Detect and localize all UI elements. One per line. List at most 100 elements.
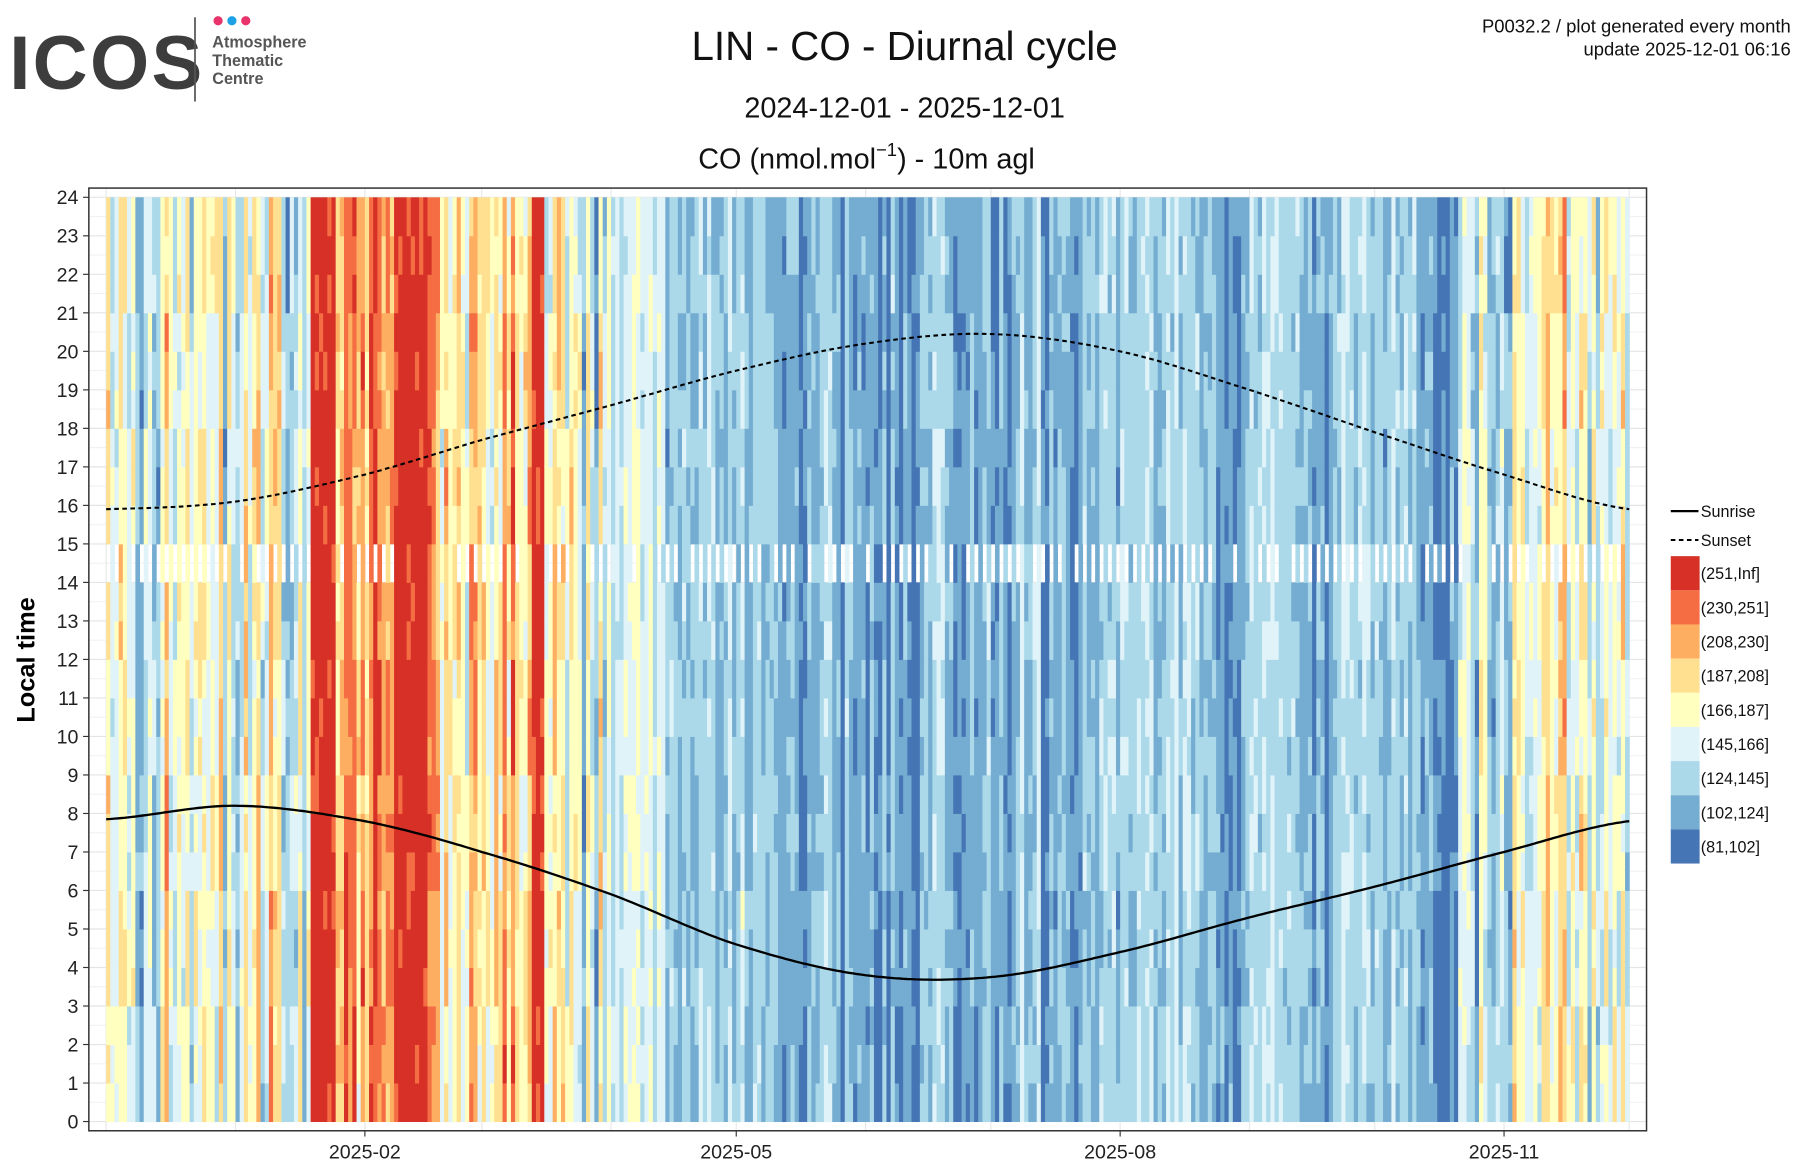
heatmap-cell [949, 466, 954, 506]
heatmap-cell [598, 312, 604, 352]
heatmap-cell [823, 1083, 829, 1122]
heatmap-cell [936, 543, 942, 583]
heatmap-cell [823, 428, 829, 468]
heatmap-cell [819, 659, 825, 699]
heatmap-cell [435, 890, 441, 930]
heatmap-cell [752, 466, 758, 506]
heatmap-cell [732, 582, 737, 622]
heatmap-cell [298, 1006, 303, 1045]
heatmap-cell [414, 312, 420, 352]
heatmap-cell [552, 774, 558, 814]
heatmap-cell [344, 967, 349, 1007]
heatmap-cell [744, 351, 750, 391]
heatmap-cell [373, 428, 378, 468]
heatmap-cell [210, 1044, 216, 1084]
heatmap-cell [414, 235, 420, 275]
heatmap-cell [360, 389, 366, 429]
heatmap-cell [665, 659, 670, 699]
heatmap-cell [431, 928, 437, 968]
heatmap-cell [940, 620, 946, 660]
heatmap-cell [377, 774, 383, 814]
heatmap-cell [127, 1006, 132, 1045]
heatmap-cell [327, 428, 332, 468]
heatmap-cell [761, 659, 766, 699]
heatmap-cell [798, 389, 804, 429]
heatmap-cell [314, 274, 320, 314]
heatmap-cell [711, 312, 716, 352]
heatmap-cell [331, 659, 337, 699]
heatmap-cell [719, 851, 725, 891]
heatmap-cell [310, 582, 316, 622]
heatmap-cell [811, 813, 816, 853]
heatmap-cell [811, 851, 816, 891]
heatmap-cell [456, 813, 462, 853]
heatmap-cell [836, 389, 842, 429]
heatmap-cell [485, 505, 491, 545]
heatmap-cell [644, 312, 650, 352]
heatmap-cell [456, 235, 462, 275]
heatmap-cell [389, 1083, 395, 1122]
heatmap-cell [131, 1083, 136, 1122]
heatmap-cell [794, 351, 800, 391]
heatmap-cell [890, 774, 896, 814]
heatmap-cell [177, 235, 182, 275]
heatmap-cell [197, 1083, 203, 1122]
heatmap-cell [460, 774, 466, 814]
heatmap-cell [798, 274, 804, 314]
heatmap-cell [944, 851, 950, 891]
heatmap-cell [898, 736, 904, 776]
heatmap-cell [869, 197, 875, 237]
heatmap-cell [815, 1044, 821, 1084]
heatmap-cell [122, 312, 128, 352]
heatmap-cell [531, 351, 537, 391]
heatmap-cell [773, 1083, 779, 1122]
heatmap-cell [377, 274, 383, 314]
heatmap-cell [268, 890, 274, 930]
heatmap-cell [448, 351, 453, 391]
heatmap-cell [715, 312, 721, 352]
heatmap-cell [644, 620, 650, 660]
heatmap-cell [961, 389, 967, 429]
heatmap-cell [890, 389, 896, 429]
heatmap-cell [757, 312, 762, 352]
heatmap-cell [560, 1044, 566, 1084]
heatmap-cell [289, 928, 295, 968]
heatmap-cell [949, 505, 954, 545]
heatmap-cell [481, 505, 487, 545]
heatmap-cell [435, 543, 441, 583]
heatmap-cell [957, 659, 963, 699]
heatmap-cell [152, 736, 157, 776]
heatmap-cell [469, 274, 474, 314]
heatmap-cell [698, 1083, 704, 1122]
heatmap-cell [915, 312, 921, 352]
heatmap-cell [560, 235, 566, 275]
heatmap-cell [243, 928, 249, 968]
heatmap-cell [794, 851, 800, 891]
heatmap-cell [965, 274, 971, 314]
heatmap-cell [577, 274, 583, 314]
heatmap-cell [427, 1044, 433, 1084]
heatmap-cell [560, 620, 566, 660]
heatmap-cell [523, 851, 529, 891]
heatmap-cell [569, 389, 574, 429]
heatmap-cell [327, 197, 332, 237]
heatmap-cell [222, 928, 228, 968]
heatmap-cell [782, 1006, 787, 1045]
heatmap-cell [185, 774, 191, 814]
heatmap-cell [590, 582, 595, 622]
heatmap-cell [385, 697, 391, 737]
heatmap-cell [911, 697, 917, 737]
heatmap-cell [631, 659, 637, 699]
heatmap-cell [185, 428, 191, 468]
heatmap-cell [615, 1044, 620, 1084]
heatmap-cell [819, 620, 825, 660]
heatmap-cell [143, 582, 149, 622]
heatmap-cell [310, 312, 316, 352]
heatmap-cell [127, 197, 132, 237]
heatmap-cell [815, 197, 821, 237]
heatmap-cell [790, 389, 796, 429]
heatmap-cell [606, 351, 612, 391]
heatmap-cell [769, 351, 775, 391]
heatmap-cell [335, 774, 341, 814]
heatmap-cell [260, 736, 266, 776]
